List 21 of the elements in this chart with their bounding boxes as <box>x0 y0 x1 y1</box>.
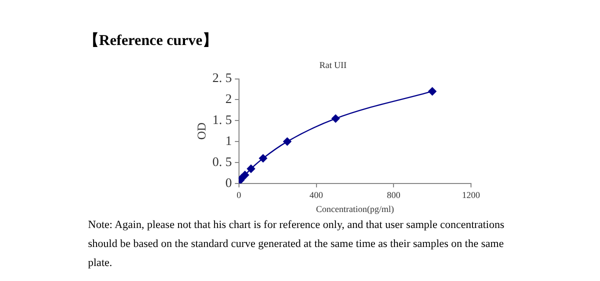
y-tick-label: 0 <box>225 174 232 190</box>
x-tick-label: 0 <box>236 190 242 200</box>
x-tick-label: 800 <box>386 190 401 200</box>
chart-subtitle: Rat UII <box>319 60 347 70</box>
y-tick-label: 2 <box>225 91 232 106</box>
point <box>283 137 292 146</box>
x-tick-label: 400 <box>310 190 324 200</box>
point <box>428 87 436 96</box>
point <box>258 154 268 162</box>
y-tick-label: 0. 5 <box>212 154 232 169</box>
text: Note: Again, please not that his chart is for reference only, and that user sample concentrations should be based on the standard curve generated at the same time as their samples on the same plate. <box>88 218 506 271</box>
x-axis-title: Concentration(pg/ml) <box>316 204 394 214</box>
y-tick-label: 1. 5 <box>212 112 232 128</box>
point <box>332 114 340 123</box>
y-axis-title: OD <box>194 122 208 140</box>
point <box>240 170 250 180</box>
y-tick-label: 1 <box>225 132 232 148</box>
chart-title: 【Reference curve】 <box>84 31 218 50</box>
x-tick-label: 1200 <box>462 190 480 200</box>
y-tick-label: 2. 5 <box>212 70 232 86</box>
point <box>246 164 256 173</box>
